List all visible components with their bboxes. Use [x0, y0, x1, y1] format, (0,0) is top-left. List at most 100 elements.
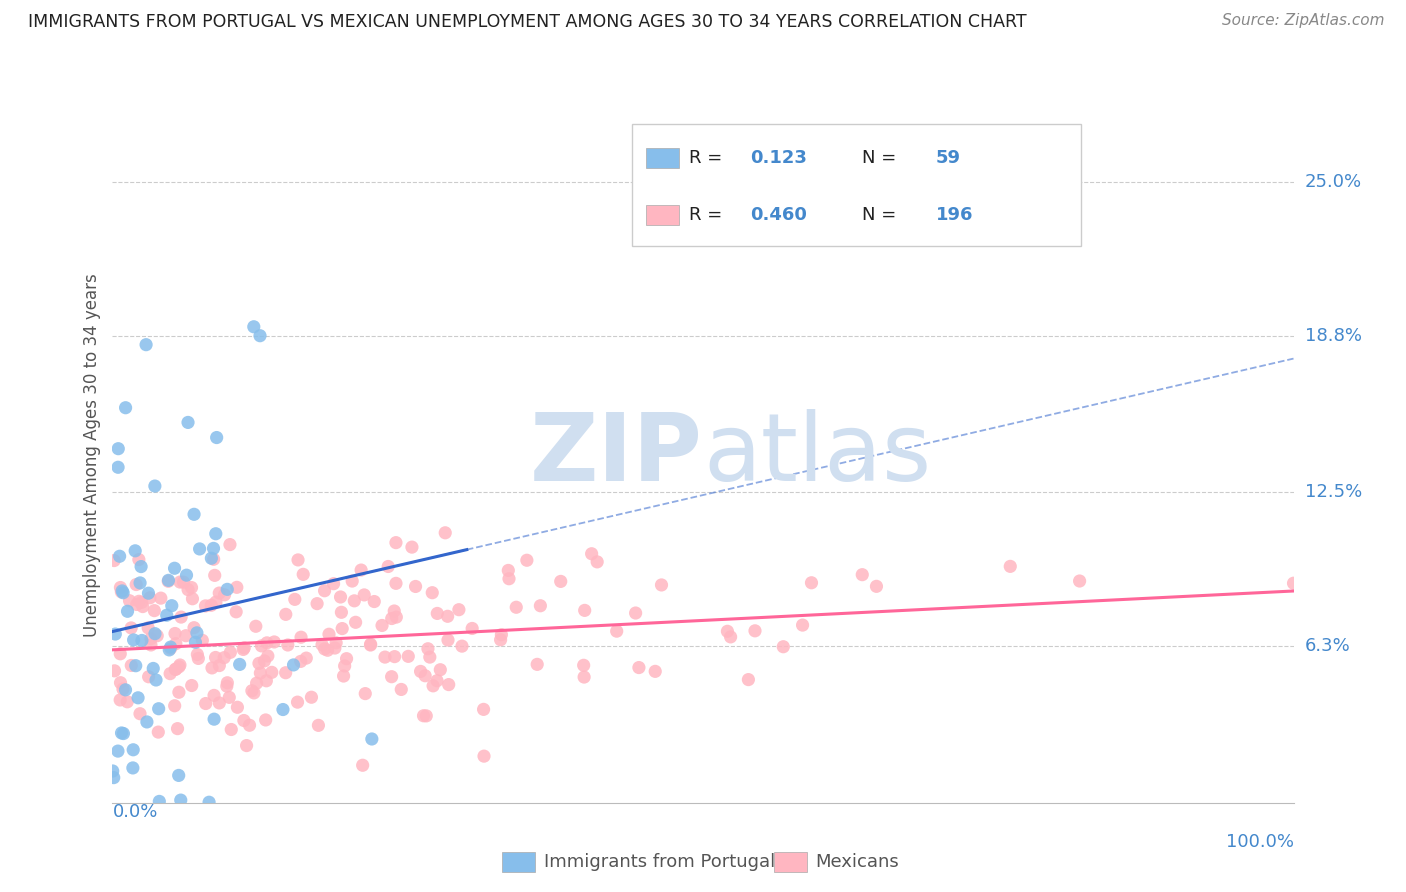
Point	[381, 611, 404, 625]
Point	[110, 647, 132, 661]
Point	[125, 598, 148, 612]
Point	[120, 621, 142, 635]
Text: 0.460: 0.460	[751, 206, 807, 224]
Point	[170, 610, 193, 624]
Point	[447, 603, 470, 617]
Point	[360, 638, 382, 652]
Point	[335, 651, 357, 665]
Point	[148, 702, 170, 716]
Point	[143, 604, 166, 618]
Point	[143, 626, 166, 640]
Point	[344, 615, 367, 630]
Point	[157, 574, 180, 589]
Point	[332, 669, 354, 683]
Point	[107, 460, 129, 475]
Point	[1000, 559, 1022, 574]
Point	[183, 508, 205, 522]
Point	[129, 559, 152, 574]
Point	[208, 586, 231, 600]
Text: Immigrants from Portugal: Immigrants from Portugal	[544, 853, 775, 871]
Point	[287, 553, 309, 567]
Point	[586, 555, 609, 569]
Point	[409, 665, 432, 679]
Point	[174, 629, 197, 643]
Point	[292, 567, 315, 582]
Point	[198, 795, 221, 809]
Point	[159, 641, 181, 656]
Point	[311, 638, 333, 652]
Point	[187, 651, 209, 665]
Point	[135, 714, 157, 729]
Point	[498, 572, 520, 586]
Point	[111, 681, 134, 696]
Point	[103, 553, 125, 567]
Point	[792, 618, 814, 632]
Point	[263, 635, 285, 649]
Point	[159, 666, 181, 681]
Point	[107, 744, 129, 758]
Point	[183, 621, 205, 635]
Point	[426, 607, 449, 621]
Point	[650, 578, 672, 592]
Point	[352, 758, 374, 772]
Point	[201, 661, 224, 675]
Point	[419, 650, 441, 665]
Point	[491, 628, 513, 642]
Point	[163, 698, 186, 713]
Point	[131, 595, 153, 609]
Point	[217, 675, 239, 690]
Point	[529, 599, 551, 613]
Point	[110, 581, 132, 595]
Point	[148, 725, 170, 739]
Point	[204, 650, 226, 665]
Point	[167, 768, 190, 782]
Point	[461, 622, 484, 636]
Point	[101, 764, 124, 778]
Text: 25.0%: 25.0%	[1305, 172, 1362, 191]
Point	[489, 632, 512, 647]
Point	[226, 700, 249, 714]
Point	[194, 599, 217, 613]
Point	[200, 599, 222, 613]
Point	[139, 591, 162, 605]
Point	[165, 637, 187, 651]
Bar	[502, 852, 536, 871]
Text: 0.123: 0.123	[751, 149, 807, 167]
Point	[138, 670, 160, 684]
Point	[111, 583, 134, 598]
Point	[318, 627, 340, 641]
Point	[550, 574, 572, 589]
Point	[217, 582, 239, 597]
Bar	[647, 148, 679, 168]
Point	[401, 540, 423, 554]
Point	[314, 583, 336, 598]
Point	[301, 690, 323, 705]
Point	[188, 541, 211, 556]
Point	[624, 606, 647, 620]
Point	[249, 328, 271, 343]
Point	[330, 622, 353, 636]
Point	[374, 650, 396, 665]
Point	[157, 574, 180, 588]
Point	[202, 689, 225, 703]
Point	[204, 526, 226, 541]
Point	[413, 669, 436, 683]
Point	[246, 676, 269, 690]
Point	[177, 582, 200, 597]
Text: R =: R =	[689, 206, 728, 224]
Point	[139, 638, 162, 652]
Point	[451, 639, 474, 653]
Text: ZIP: ZIP	[530, 409, 703, 501]
Point	[271, 702, 294, 716]
Point	[415, 709, 437, 723]
Point	[744, 624, 766, 638]
Point	[238, 718, 260, 732]
FancyBboxPatch shape	[633, 124, 1081, 246]
Point	[384, 649, 406, 664]
Y-axis label: Unemployment Among Ages 30 to 34 years: Unemployment Among Ages 30 to 34 years	[83, 273, 101, 637]
Point	[173, 575, 195, 590]
Point	[122, 743, 145, 757]
Text: Mexicans: Mexicans	[815, 853, 898, 871]
Point	[314, 642, 336, 657]
Point	[159, 640, 181, 654]
